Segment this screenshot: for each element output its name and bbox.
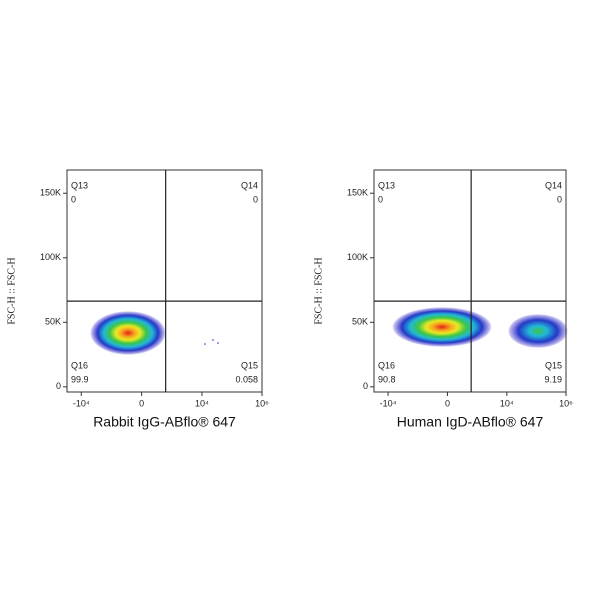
plot-frame: [66, 169, 263, 393]
y-tick-label: 50K: [45, 317, 61, 327]
quadrant-value: 0: [557, 194, 562, 204]
quadrant-value: 0.058: [235, 374, 258, 384]
quadrant-value: 0: [71, 194, 76, 204]
y-tick-label: 150K: [347, 188, 368, 198]
quadrant-name: Q16: [71, 360, 88, 370]
x-axis-label: Rabbit IgG-ABflo® 647: [93, 414, 236, 430]
y-axis-label: FSC-H :: FSC-H: [313, 257, 324, 324]
quadrant-value: 0: [253, 194, 258, 204]
x-tick-label: 10⁴: [500, 398, 514, 408]
quadrant-value: 90.8: [378, 374, 396, 384]
y-tick-label: 0: [56, 381, 61, 391]
y-tick-label: 150K: [40, 188, 61, 198]
cell-cloud: [90, 307, 568, 355]
x-tick-label: 0: [445, 398, 450, 408]
quadrant-name: Q15: [241, 360, 258, 370]
y-tick-label: 100K: [40, 252, 61, 262]
quadrant-value: 9.19: [544, 374, 562, 384]
y-tick-label: 100K: [347, 252, 368, 262]
quadrant-name: Q16: [378, 360, 395, 370]
quadrant-name: Q13: [378, 180, 395, 190]
x-tick-label: 0: [139, 398, 144, 408]
x-tick-label: 10⁴: [195, 398, 209, 408]
quadrant-value: 99.9: [71, 374, 89, 384]
x-axis-label: Human IgD-ABflo® 647: [397, 414, 544, 430]
quadrant-name: Q15: [545, 360, 562, 370]
quadrant-value: 0: [378, 194, 383, 204]
y-axis-label: FSC-H :: FSC-H: [6, 257, 17, 324]
y-tick-label: 50K: [352, 317, 368, 327]
plot-frame: [373, 169, 567, 393]
x-tick-label: -10⁴: [73, 398, 90, 408]
y-tick-label: 0: [363, 381, 368, 391]
x-tick-label: 10⁶: [559, 398, 573, 408]
quadrant-name: Q14: [545, 180, 562, 190]
quadrant-name: Q14: [241, 180, 258, 190]
x-tick-label: -10⁴: [380, 398, 397, 408]
quadrant-name: Q13: [71, 180, 88, 190]
x-tick-label: 10⁶: [255, 398, 269, 408]
